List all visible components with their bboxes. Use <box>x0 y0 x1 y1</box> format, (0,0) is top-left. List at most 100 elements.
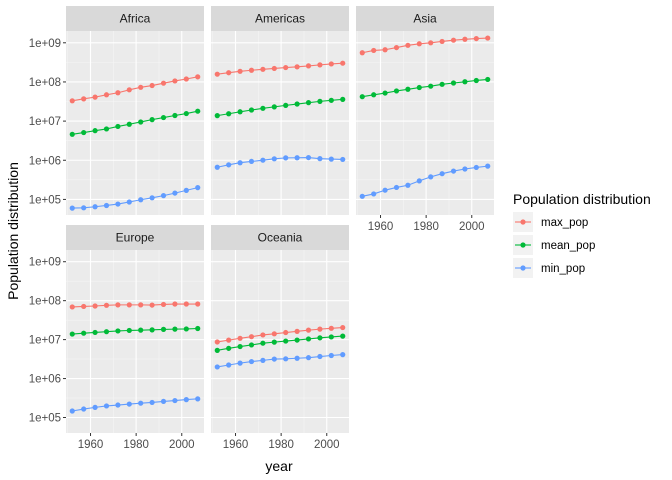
data-point <box>103 92 110 98</box>
x-axis-title: year <box>265 458 293 474</box>
panel-oceania: Oceania <box>211 225 349 433</box>
data-point <box>248 358 255 365</box>
facet-strip <box>211 225 349 250</box>
data-point <box>195 301 201 307</box>
data-point <box>305 327 312 333</box>
data-point <box>305 100 312 106</box>
facet-label: Europe <box>116 231 155 245</box>
data-point <box>317 62 323 68</box>
data-point <box>416 178 422 184</box>
series-mean_pop <box>69 108 201 137</box>
data-point <box>92 303 98 309</box>
data-point <box>237 360 243 366</box>
data-point <box>485 76 491 83</box>
facet-label: Oceania <box>258 231 303 245</box>
data-point <box>226 111 232 117</box>
series-mean_pop <box>69 325 201 337</box>
series-mean_pop <box>214 96 346 119</box>
data-point <box>260 340 266 346</box>
data-point <box>138 84 144 90</box>
data-point <box>260 66 266 72</box>
data-point <box>260 157 266 163</box>
legend-key-point <box>520 242 526 248</box>
legend-key-point <box>520 265 526 271</box>
data-point <box>294 64 300 70</box>
data-point <box>328 325 334 331</box>
data-point <box>283 155 289 161</box>
data-point <box>195 185 201 191</box>
data-point <box>248 67 255 73</box>
data-point <box>172 326 178 332</box>
y-tick-label: 1e+07 <box>29 335 61 347</box>
data-point <box>103 403 110 409</box>
y-tick-label: 1e+08 <box>29 296 61 308</box>
data-point <box>115 402 121 408</box>
data-point <box>195 325 201 332</box>
data-point <box>237 109 243 115</box>
data-point <box>382 90 388 96</box>
data-point <box>138 327 144 333</box>
data-point <box>126 401 132 407</box>
facet-strip <box>66 6 204 31</box>
data-point <box>271 65 277 72</box>
data-point <box>317 156 323 162</box>
legend-item-mean_pop: mean_pop <box>513 235 595 255</box>
data-point <box>149 117 155 123</box>
series-min_pop <box>69 185 201 211</box>
y-tick-label: 1e+08 <box>29 77 61 89</box>
data-point <box>260 332 266 338</box>
data-point <box>115 90 121 96</box>
data-point <box>160 114 167 121</box>
series-max_pop <box>359 35 491 56</box>
data-point <box>428 174 434 180</box>
panel-americas: Americas <box>211 6 349 215</box>
data-point <box>462 79 468 85</box>
data-point <box>92 404 98 410</box>
series-min_pop <box>359 163 491 199</box>
data-point <box>439 171 445 177</box>
x-tick-label: 1980 <box>413 221 439 233</box>
series-min_pop <box>214 154 346 170</box>
data-point <box>195 108 201 114</box>
data-point <box>149 82 155 89</box>
data-point <box>149 327 155 333</box>
data-point <box>103 329 110 335</box>
panel-africa: Africa <box>66 6 204 215</box>
data-point <box>81 303 87 310</box>
series-max_pop <box>214 60 346 77</box>
data-point <box>371 47 377 54</box>
x-tick-label: 1980 <box>123 439 149 451</box>
data-point <box>271 339 277 345</box>
legend-title: Population distribution <box>513 191 651 207</box>
data-point <box>260 105 266 111</box>
data-point <box>462 36 468 42</box>
data-point <box>69 304 75 310</box>
series-max_pop <box>69 301 201 310</box>
data-point <box>393 44 400 51</box>
series-mean_pop <box>214 333 346 353</box>
x-tick-label: 2000 <box>169 439 195 451</box>
data-point <box>393 184 400 191</box>
data-point <box>103 202 110 209</box>
series-mean_pop <box>359 76 491 100</box>
data-point <box>226 337 232 343</box>
data-point <box>69 331 75 337</box>
data-point <box>450 37 457 43</box>
legend-item-min_pop: min_pop <box>513 258 585 278</box>
y-tick-label: 1e+05 <box>29 413 61 425</box>
data-point <box>138 400 144 406</box>
data-point <box>126 199 132 205</box>
data-point <box>328 334 334 340</box>
data-point <box>305 63 312 69</box>
data-point <box>115 328 121 334</box>
data-point <box>416 41 422 47</box>
legend-label: mean_pop <box>541 240 595 252</box>
data-point <box>183 326 189 332</box>
panel-background <box>356 31 494 215</box>
data-point <box>340 324 346 331</box>
data-point <box>226 362 232 368</box>
data-point <box>371 92 377 98</box>
data-point <box>283 329 289 336</box>
y-axis-title: Population distribution <box>5 162 21 300</box>
data-point <box>126 87 132 93</box>
